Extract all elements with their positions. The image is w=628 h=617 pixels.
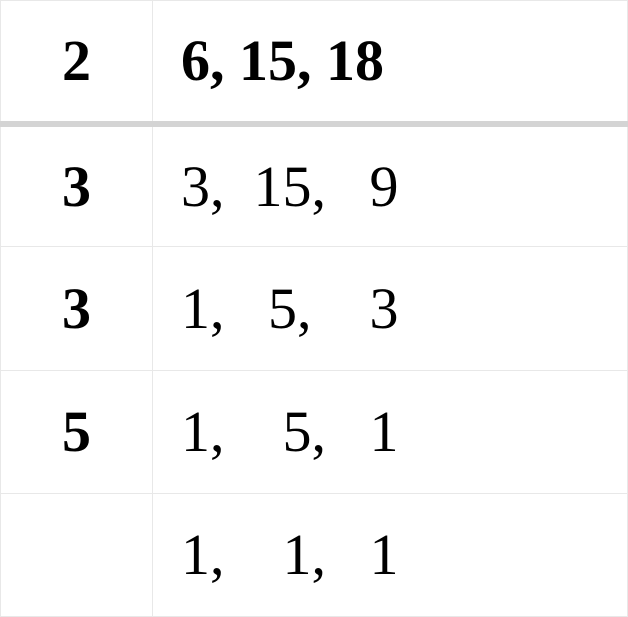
table-row: 3 3, 15, 9 (1, 124, 628, 247)
divisor-cell: 5 (1, 370, 153, 493)
divisor-cell (1, 493, 153, 616)
values-cell: 1, 5, 3 (153, 247, 628, 370)
divisor-cell: 2 (1, 1, 153, 124)
table-row: 3 1, 5, 3 (1, 247, 628, 370)
values-cell: 1, 5, 1 (153, 370, 628, 493)
table-row: 5 1, 5, 1 (1, 370, 628, 493)
values-cell: 1, 1, 1 (153, 493, 628, 616)
table-row: 2 6, 15, 18 (1, 1, 628, 124)
divisor-cell: 3 (1, 247, 153, 370)
divisor-cell: 3 (1, 124, 153, 247)
table-row: 1, 1, 1 (1, 493, 628, 616)
values-cell: 6, 15, 18 (153, 1, 628, 124)
values-cell: 3, 15, 9 (153, 124, 628, 247)
factorization-table: 2 6, 15, 18 3 3, 15, 9 3 1, 5, 3 5 1, 5,… (0, 0, 628, 617)
